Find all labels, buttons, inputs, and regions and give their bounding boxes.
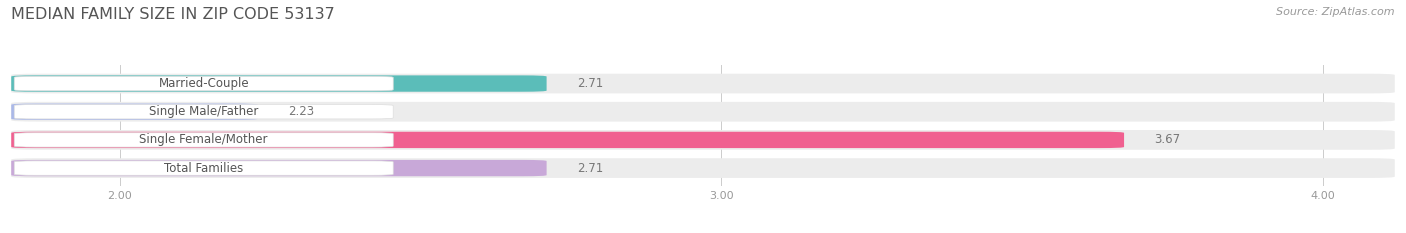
FancyBboxPatch shape: [14, 161, 394, 175]
FancyBboxPatch shape: [11, 158, 1395, 178]
Text: 2.71: 2.71: [576, 77, 603, 90]
Text: Single Female/Mother: Single Female/Mother: [139, 134, 269, 146]
FancyBboxPatch shape: [14, 133, 394, 147]
FancyBboxPatch shape: [11, 103, 257, 120]
Text: Single Male/Father: Single Male/Father: [149, 105, 259, 118]
Text: 2.23: 2.23: [288, 105, 314, 118]
Text: Source: ZipAtlas.com: Source: ZipAtlas.com: [1277, 7, 1395, 17]
FancyBboxPatch shape: [11, 160, 547, 176]
FancyBboxPatch shape: [11, 75, 547, 92]
FancyBboxPatch shape: [11, 130, 1395, 150]
Text: Married-Couple: Married-Couple: [159, 77, 249, 90]
Text: Total Families: Total Families: [165, 161, 243, 175]
Text: MEDIAN FAMILY SIZE IN ZIP CODE 53137: MEDIAN FAMILY SIZE IN ZIP CODE 53137: [11, 7, 335, 22]
FancyBboxPatch shape: [14, 105, 394, 119]
FancyBboxPatch shape: [11, 132, 1123, 148]
FancyBboxPatch shape: [11, 102, 1395, 122]
FancyBboxPatch shape: [14, 76, 394, 91]
Text: 2.71: 2.71: [576, 161, 603, 175]
Text: 3.67: 3.67: [1154, 134, 1180, 146]
FancyBboxPatch shape: [11, 74, 1395, 93]
